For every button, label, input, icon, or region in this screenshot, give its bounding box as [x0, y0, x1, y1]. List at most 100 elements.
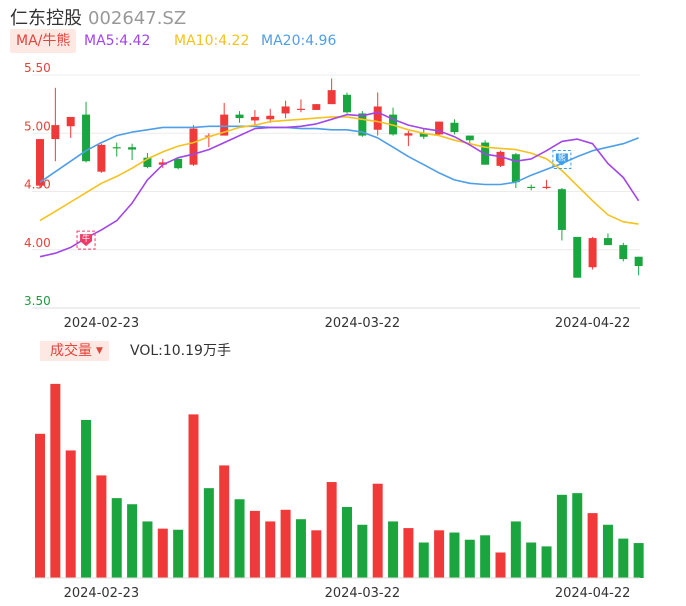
candle-body: [419, 133, 428, 137]
candle: [343, 92, 351, 114]
volume-bar: [633, 543, 644, 578]
volume-indicator-selector[interactable]: 成交量 ▼: [40, 341, 109, 361]
price-axis-tick-label: 3.50: [24, 294, 51, 308]
volume-bar: [342, 507, 352, 578]
candle: [296, 99, 305, 113]
volume-bar: [572, 493, 583, 578]
ma10-legend: MA10:4.22: [174, 33, 250, 49]
candle-body: [235, 114, 244, 119]
volume-date-axis-tick-label: 2024-03-22: [325, 586, 401, 601]
candle-body: [281, 106, 290, 114]
volume-bar: [50, 383, 61, 578]
candle: [603, 233, 612, 246]
volume-date-axis-tick-label: 2024-02-23: [64, 586, 140, 601]
candle-body: [573, 236, 582, 278]
candle: [36, 139, 44, 189]
bear-marker: 熊: [552, 150, 572, 170]
candle: [527, 184, 536, 191]
candle: [450, 119, 459, 135]
candle: [557, 188, 566, 241]
candle: [266, 108, 275, 123]
candle: [220, 102, 229, 136]
price-axis-tick-label: 5.50: [24, 61, 51, 75]
candle: [465, 135, 474, 144]
candle-body: [220, 114, 229, 136]
volume-bar: [35, 433, 45, 578]
candle-body: [189, 128, 198, 165]
candle: [51, 87, 60, 162]
candle: [542, 179, 551, 190]
volume-bar: [449, 532, 460, 578]
candle-body: [296, 108, 305, 110]
candle-body: [250, 116, 259, 121]
volume-bar: [65, 450, 76, 578]
volume-bar: [157, 528, 168, 578]
candle: [373, 92, 382, 136]
bull-marker: 牛: [76, 230, 96, 250]
bear-marker-frame: [552, 150, 572, 170]
volume-indicator-label: 成交量: [50, 343, 92, 359]
candle-body: [634, 256, 643, 267]
price-axis-tick-label: 4.00: [24, 236, 51, 250]
candle: [158, 158, 167, 169]
candle-body: [66, 116, 75, 127]
candle: [327, 78, 336, 105]
candle-body: [511, 154, 520, 183]
candle-body: [619, 245, 628, 260]
candle-body: [588, 238, 597, 268]
candle: [634, 256, 643, 276]
ma-indicator-selector[interactable]: MA/牛熊: [10, 29, 77, 53]
candles: [36, 78, 643, 278]
bear-marker-icon: [555, 153, 568, 166]
volume-bar: [127, 504, 138, 578]
candle: [389, 107, 398, 136]
candle-body: [373, 106, 382, 130]
bear-marker-label: 熊: [558, 153, 566, 163]
volume-bar: [311, 530, 322, 578]
ma5-legend: MA5:4.42: [84, 33, 151, 49]
volume-date-axis-tick-label: 2024-04-22: [555, 586, 631, 601]
candle-body: [358, 113, 367, 136]
volume-bar: [541, 546, 552, 578]
date-axis-tick-label: 2024-02-23: [64, 316, 140, 331]
candle: [573, 236, 582, 278]
candle-body: [496, 151, 505, 166]
candle: [250, 109, 259, 126]
date-axis-tick-label: 2024-04-22: [555, 316, 631, 331]
bull-marker-icon: [80, 234, 93, 247]
candle: [496, 150, 505, 168]
volume-bar: [464, 539, 475, 578]
candle-body: [112, 147, 121, 149]
candle: [112, 142, 121, 157]
candle-body: [158, 162, 167, 165]
candle-body: [51, 125, 60, 140]
candle-body: [143, 157, 152, 168]
volume-bars: [35, 383, 644, 578]
volume-bar: [81, 419, 92, 578]
volume-bar: [602, 524, 613, 578]
volume-bar: [526, 542, 537, 578]
candle: [404, 130, 413, 147]
candle-body: [450, 122, 459, 133]
ma20-legend: MA20:4.96: [261, 33, 337, 49]
candle-body: [174, 158, 183, 169]
candle: [588, 236, 597, 270]
candle-body: [312, 104, 321, 110]
volume-bar: [618, 538, 629, 578]
candle: [128, 143, 137, 161]
volume-bar: [418, 542, 429, 578]
volume-bar: [510, 521, 521, 578]
volume-bar: [480, 535, 491, 578]
volume-bar: [203, 488, 214, 578]
candle: [143, 153, 152, 169]
stock-name: 仁东控股: [10, 8, 82, 29]
volume-bar: [434, 530, 445, 578]
volume-bar: [234, 499, 245, 578]
volume-bar: [295, 519, 306, 578]
volume-bar: [111, 498, 122, 578]
candle: [82, 101, 91, 163]
candle-body: [557, 189, 566, 230]
candle-body: [36, 139, 44, 186]
ma5-line: [39, 111, 640, 258]
